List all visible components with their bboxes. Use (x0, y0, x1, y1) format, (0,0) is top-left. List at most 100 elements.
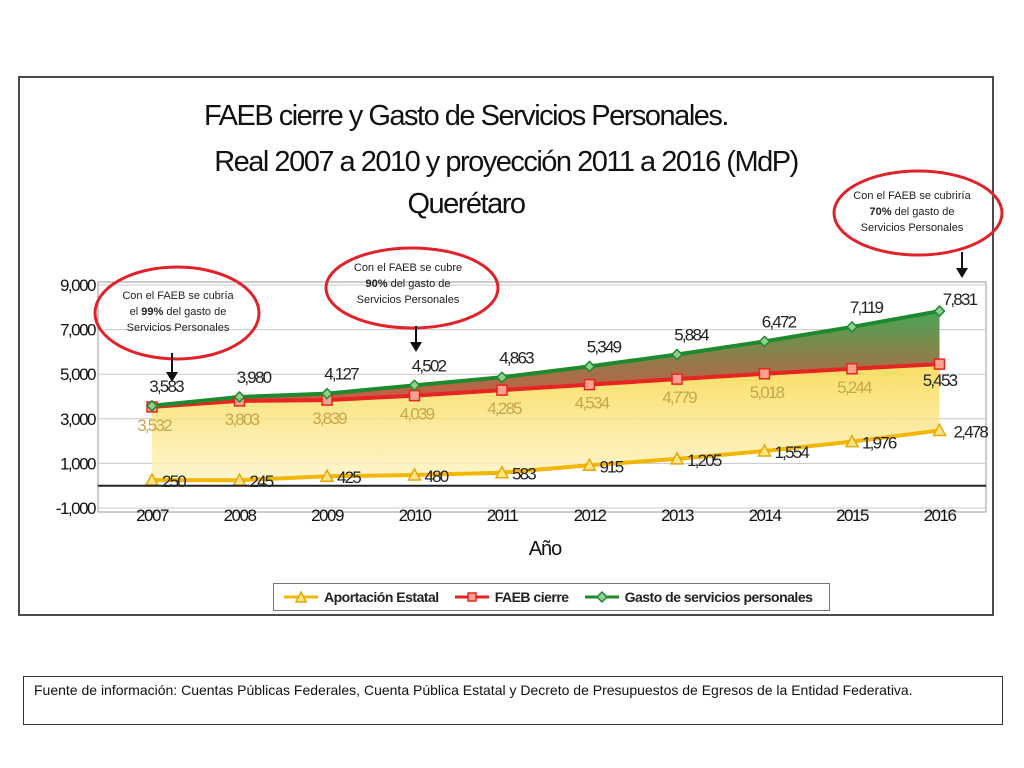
chart-title-line1: FAEB cierre y Gasto de Servicios Persona… (204, 100, 729, 132)
data-label-aportacion: 480 (425, 467, 449, 486)
annotation-text: del gasto de (387, 278, 451, 290)
marker-diamond (233, 390, 246, 404)
annotation-percent: 90% (365, 278, 388, 290)
annotation-line3: Servicios Personales (126, 322, 230, 334)
marker-square (583, 378, 596, 391)
data-label-faeb: 3,803 (225, 410, 260, 429)
data-label-aportacion: 245 (250, 472, 274, 491)
marker-triangle (494, 465, 510, 479)
data-label-aportacion: 2,478 (954, 422, 989, 441)
marker-triangle (319, 468, 335, 482)
data-label-faeb: 4,534 (575, 394, 610, 413)
data-label-faeb: 4,039 (400, 405, 435, 424)
annotation-text: del gasto de (163, 306, 227, 318)
marker-triangle (757, 443, 772, 457)
marker-square (496, 384, 508, 396)
marker-diamond (933, 305, 946, 318)
legend-item: FAEB cierre (454, 589, 569, 605)
annotation-line2: 90% del gasto de (338, 276, 478, 292)
annotation-2007: Con el FAEB se cubría el 99% del gasto d… (108, 288, 248, 336)
annotation-text: del gasto de (891, 206, 955, 218)
annotation-percent: 99% (141, 306, 164, 318)
annotation-line2: 70% del gasto de (842, 204, 982, 220)
marker-diamond (845, 320, 859, 334)
marker-diamond (320, 387, 334, 400)
marker-diamond (145, 399, 159, 412)
source-note: Fuente de información: Cuentas Públicas … (23, 676, 1003, 725)
annotation-line1: Con el FAEB se cubre (353, 262, 463, 274)
data-label-faeb: 4,779 (662, 388, 697, 407)
data-label-faeb: 5,244 (837, 378, 872, 397)
x-tick-label: 2014 (749, 506, 782, 525)
data-label-aportacion: 425 (337, 468, 361, 487)
y-tick-label: 7,000 (60, 321, 96, 340)
marker-triangle (669, 451, 685, 465)
annotation-line2: el 99% del gasto de (108, 304, 248, 320)
legend-swatch-square (454, 592, 489, 602)
y-tick-label: 1,000 (60, 454, 96, 473)
marker-square (408, 389, 421, 402)
x-tick-label: 2011 (487, 506, 519, 525)
data-label-gasto: 6,472 (762, 312, 797, 331)
data-label-gasto: 4,127 (324, 365, 359, 384)
legend-label: FAEB cierre (494, 589, 569, 605)
y-tick-label: 3,000 (60, 410, 96, 429)
x-axis-title: Año (529, 538, 562, 560)
marker-square (846, 363, 858, 375)
legend-swatch-triangle (284, 590, 318, 603)
data-label-gasto: 7,119 (850, 298, 884, 317)
marker-triangle (407, 467, 422, 481)
series-line-aportacion (151, 428, 940, 483)
marker-triangle (932, 422, 947, 437)
y-tick-label: 5,000 (60, 365, 96, 384)
data-label-gasto: 4,863 (499, 348, 534, 367)
data-label-gasto: 5,884 (674, 325, 709, 344)
data-label-aportacion: 1,976 (862, 434, 897, 453)
data-label-faeb: 3,839 (312, 409, 347, 428)
data-label-aportacion: 250 (162, 472, 186, 491)
data-label-gasto: 5,349 (587, 337, 622, 356)
data-label-aportacion: 915 (600, 457, 624, 476)
x-tick-label: 2012 (574, 506, 607, 525)
marker-diamond (758, 335, 771, 348)
data-label-faeb: 4,285 (487, 399, 522, 418)
marker-diamond (583, 360, 596, 373)
data-label-aportacion: 1,554 (775, 443, 810, 462)
data-label-aportacion: 1,205 (687, 451, 722, 470)
chart-title-line3: Querétaro (407, 188, 526, 220)
legend-swatch-diamond (584, 590, 619, 604)
x-tick-label: 2015 (836, 506, 869, 525)
legend-item: Aportación Estatal (284, 589, 439, 605)
marker-diamond (670, 348, 684, 361)
marker-square (671, 373, 683, 385)
annotation-2010: Con el FAEB se cubre 90% del gasto de Se… (338, 260, 478, 308)
x-tick-label: 2013 (661, 506, 694, 525)
data-label-aportacion: 583 (512, 465, 536, 484)
annotation-2016: Con el FAEB se cubriría 70% del gasto de… (842, 188, 982, 236)
data-label-gasto: 3,583 (149, 377, 184, 396)
data-label-faeb: 5,453 (923, 371, 958, 390)
legend-item: Gasto de servicios personales (584, 589, 813, 605)
data-label-gasto: 7,831 (943, 290, 978, 309)
annotation-line3: Servicios Personales (860, 222, 964, 234)
chart-title-line2: Real 2007 a 2010 y proyección 2011 a 201… (214, 146, 799, 178)
annotation-percent: 70% (869, 206, 892, 218)
x-tick-label: 2009 (311, 506, 344, 525)
y-tick-label: -1,000 (56, 499, 96, 518)
y-tick-label: 9,000 (60, 276, 96, 295)
series-line-faeb (151, 362, 940, 409)
annotation-text: el (129, 306, 142, 318)
data-label-faeb: 5,018 (750, 383, 785, 402)
marker-square (933, 358, 946, 370)
marker-diamond (408, 379, 421, 392)
legend-label: Gasto de servicios personales (624, 589, 813, 605)
marker-triangle (844, 434, 860, 448)
series-line-gasto (151, 309, 940, 408)
area-gap (152, 311, 940, 407)
annotation-line1: Con el FAEB se cubría (122, 290, 234, 302)
data-label-faeb: 3,532 (137, 416, 172, 435)
x-tick-label: 2010 (399, 506, 432, 525)
x-tick-label: 2016 (924, 506, 957, 525)
marker-diamond (495, 371, 509, 384)
